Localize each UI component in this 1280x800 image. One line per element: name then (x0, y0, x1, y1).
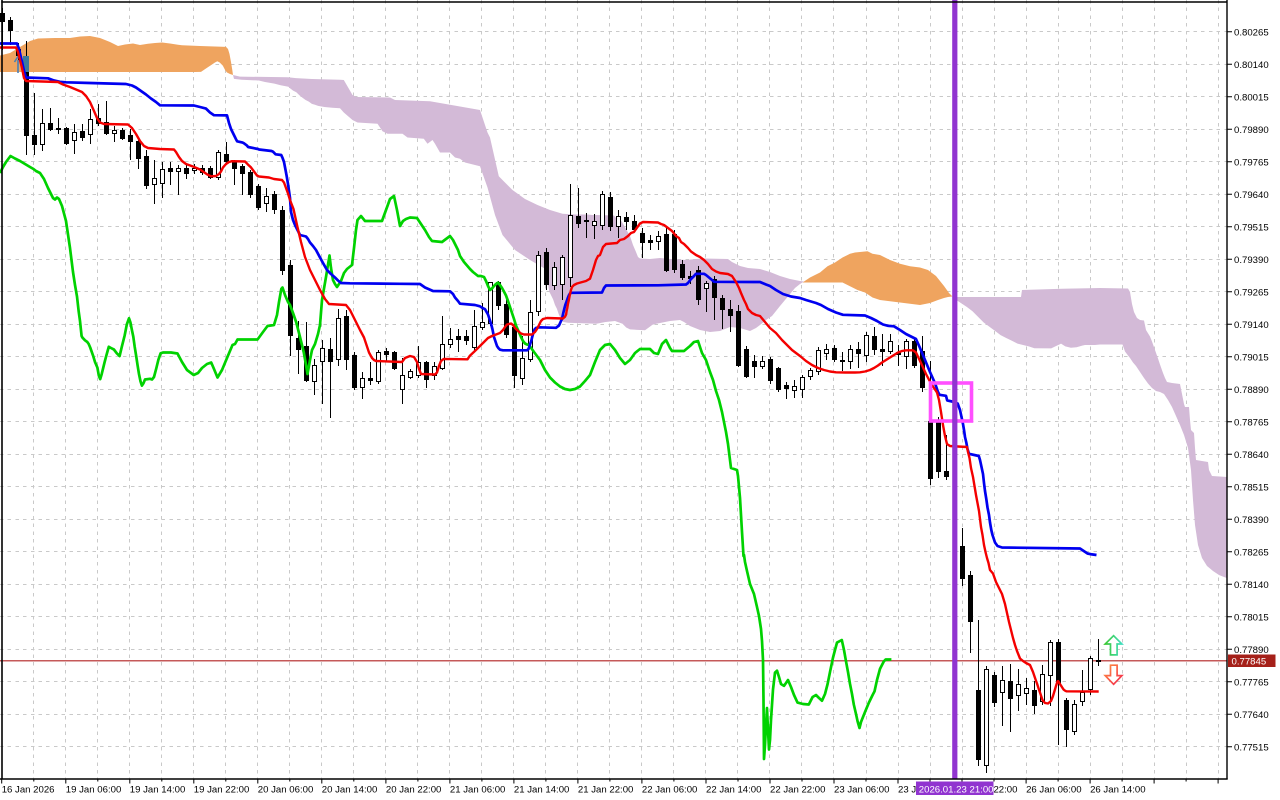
svg-text:2026.01.23 21:00: 2026.01.23 21:00 (919, 784, 994, 795)
svg-text:0.80015: 0.80015 (1234, 92, 1269, 103)
svg-text:0.80265: 0.80265 (1234, 27, 1269, 38)
svg-text:22 Jan 14:00: 22 Jan 14:00 (706, 785, 761, 796)
svg-text:0.79640: 0.79640 (1234, 190, 1269, 201)
svg-text:21 Jan 14:00: 21 Jan 14:00 (514, 785, 569, 796)
svg-text:22 Jan 22:00: 22 Jan 22:00 (770, 785, 825, 796)
svg-text:0.79890: 0.79890 (1234, 125, 1269, 136)
svg-text:0.79765: 0.79765 (1234, 157, 1269, 168)
svg-text:0.79390: 0.79390 (1234, 255, 1269, 266)
svg-text:0.79265: 0.79265 (1234, 287, 1269, 298)
svg-text:21 Jan 06:00: 21 Jan 06:00 (450, 785, 505, 796)
svg-text:19 Jan 14:00: 19 Jan 14:00 (130, 785, 185, 796)
svg-text:0.78765: 0.78765 (1234, 417, 1269, 428)
svg-text:0.77640: 0.77640 (1234, 710, 1269, 721)
svg-text:20 Jan 14:00: 20 Jan 14:00 (322, 785, 377, 796)
svg-text:21 Jan 22:00: 21 Jan 22:00 (578, 785, 633, 796)
svg-text:26 Jan 06:00: 26 Jan 06:00 (1026, 785, 1081, 796)
svg-text:0.80140: 0.80140 (1234, 60, 1269, 71)
svg-text:22 Jan 06:00: 22 Jan 06:00 (642, 785, 697, 796)
svg-text:19 Jan 06:00: 19 Jan 06:00 (66, 785, 121, 796)
svg-text:0.78140: 0.78140 (1234, 580, 1269, 591)
svg-text:0.78890: 0.78890 (1234, 385, 1269, 396)
svg-text:0.77515: 0.77515 (1234, 742, 1269, 753)
svg-text:0.77765: 0.77765 (1234, 677, 1269, 688)
svg-text:0.78515: 0.78515 (1234, 482, 1269, 493)
svg-text:23 Jan 06:00: 23 Jan 06:00 (834, 785, 889, 796)
svg-text:20 Jan 22:00: 20 Jan 22:00 (386, 785, 441, 796)
svg-text:0.78390: 0.78390 (1234, 515, 1269, 526)
svg-text:19 Jan 22:00: 19 Jan 22:00 (194, 785, 249, 796)
svg-text:0.78640: 0.78640 (1234, 450, 1269, 461)
svg-text:0.79015: 0.79015 (1234, 352, 1269, 363)
svg-text:0.79140: 0.79140 (1234, 320, 1269, 331)
svg-text:26 Jan 14:00: 26 Jan 14:00 (1090, 785, 1145, 796)
svg-text:0.78265: 0.78265 (1234, 547, 1269, 558)
svg-text:0.79515: 0.79515 (1234, 222, 1269, 233)
svg-text:0.77845: 0.77845 (1232, 656, 1267, 667)
svg-text:0.77890: 0.77890 (1234, 645, 1269, 656)
svg-text:0.78015: 0.78015 (1234, 612, 1269, 623)
svg-text:20 Jan 06:00: 20 Jan 06:00 (258, 785, 313, 796)
svg-text:16 Jan 2026: 16 Jan 2026 (2, 785, 55, 796)
